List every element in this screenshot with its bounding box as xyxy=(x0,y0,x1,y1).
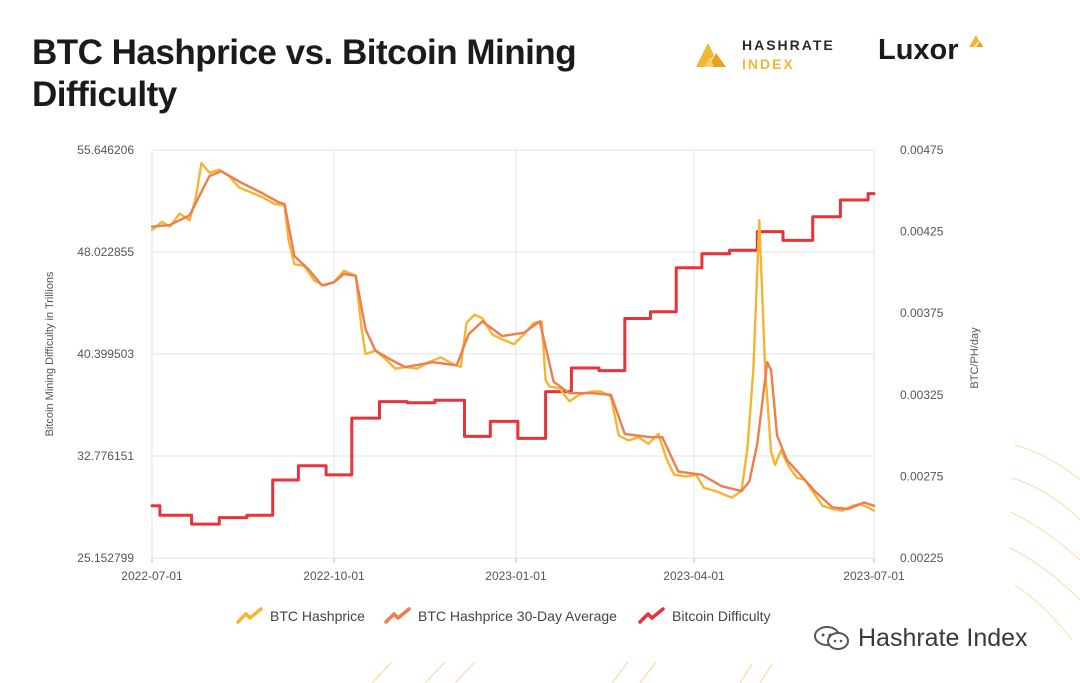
x-tick-label: 2022-07-01 xyxy=(121,569,183,583)
legend-item-hashprice-avg[interactable]: BTC Hashprice 30-Day Average xyxy=(384,606,617,626)
chart-title: BTC Hashprice vs. Bitcoin Mining Difficu… xyxy=(32,33,577,114)
y-right-tick-label: 0.00475 xyxy=(900,143,944,157)
hashrate-index-mark-icon xyxy=(696,43,726,67)
x-tick-label: 2022-10-01 xyxy=(303,569,365,583)
hashrate-index-logo: HASHRATE INDEX xyxy=(694,34,854,74)
legend-label: Bitcoin Difficulty xyxy=(672,608,771,624)
chat-bubble-icon xyxy=(814,626,849,650)
legend-item-hashprice[interactable]: BTC Hashprice xyxy=(236,606,365,626)
luxor-wordmark: Luxor xyxy=(878,34,959,66)
x-tick-label: 2023-04-01 xyxy=(663,569,725,583)
y-right-tick-label: 0.00275 xyxy=(900,469,944,483)
y-left-axis-title: Bitcoin Mining Difficulty in Trillions xyxy=(44,271,56,436)
y-left-tick-label: 40.399503 xyxy=(77,347,134,361)
luxor-logo: Luxor xyxy=(878,34,998,74)
luxor-mark-icon xyxy=(969,35,983,47)
y-left-tick-label: 25.152799 xyxy=(77,551,134,565)
y-right-tick-label: 0.00425 xyxy=(900,225,944,239)
y-right-tick-label: 0.00225 xyxy=(900,551,944,565)
watermark: Hashrate Index xyxy=(812,622,1028,654)
series-line-difficulty xyxy=(150,192,876,526)
y-right-tick-label: 0.00325 xyxy=(900,388,944,402)
legend-line-icon xyxy=(236,607,263,624)
hashrate-index-wordmark-line1: HASHRATE xyxy=(742,37,835,53)
legend-line-icon xyxy=(638,607,665,624)
x-tick-label: 2023-01-01 xyxy=(485,569,547,583)
y-right-tick-label: 0.00375 xyxy=(900,306,944,320)
y-left-tick-label: 55.646206 xyxy=(77,143,134,157)
y-left-tick-label: 32.776151 xyxy=(77,449,134,463)
hashrate-index-wordmark-line2: INDEX xyxy=(742,56,795,72)
watermark-text: Hashrate Index xyxy=(858,623,1028,652)
legend-label: BTC Hashprice xyxy=(270,608,365,624)
legend-label: BTC Hashprice 30-Day Average xyxy=(418,608,617,624)
legend-item-difficulty[interactable]: Bitcoin Difficulty xyxy=(638,606,771,626)
series-line-hashprice xyxy=(150,161,876,512)
x-tick-label: 2023-07-01 xyxy=(843,569,905,583)
y-right-axis-title: BTC/PH/day xyxy=(969,327,981,389)
legend-line-icon xyxy=(384,607,411,624)
y-left-tick-label: 48.022855 xyxy=(77,245,134,259)
series-line-hashprice-avg xyxy=(150,170,876,511)
legend: BTC Hashprice BTC Hashprice 30-Day Avera… xyxy=(0,606,1080,626)
